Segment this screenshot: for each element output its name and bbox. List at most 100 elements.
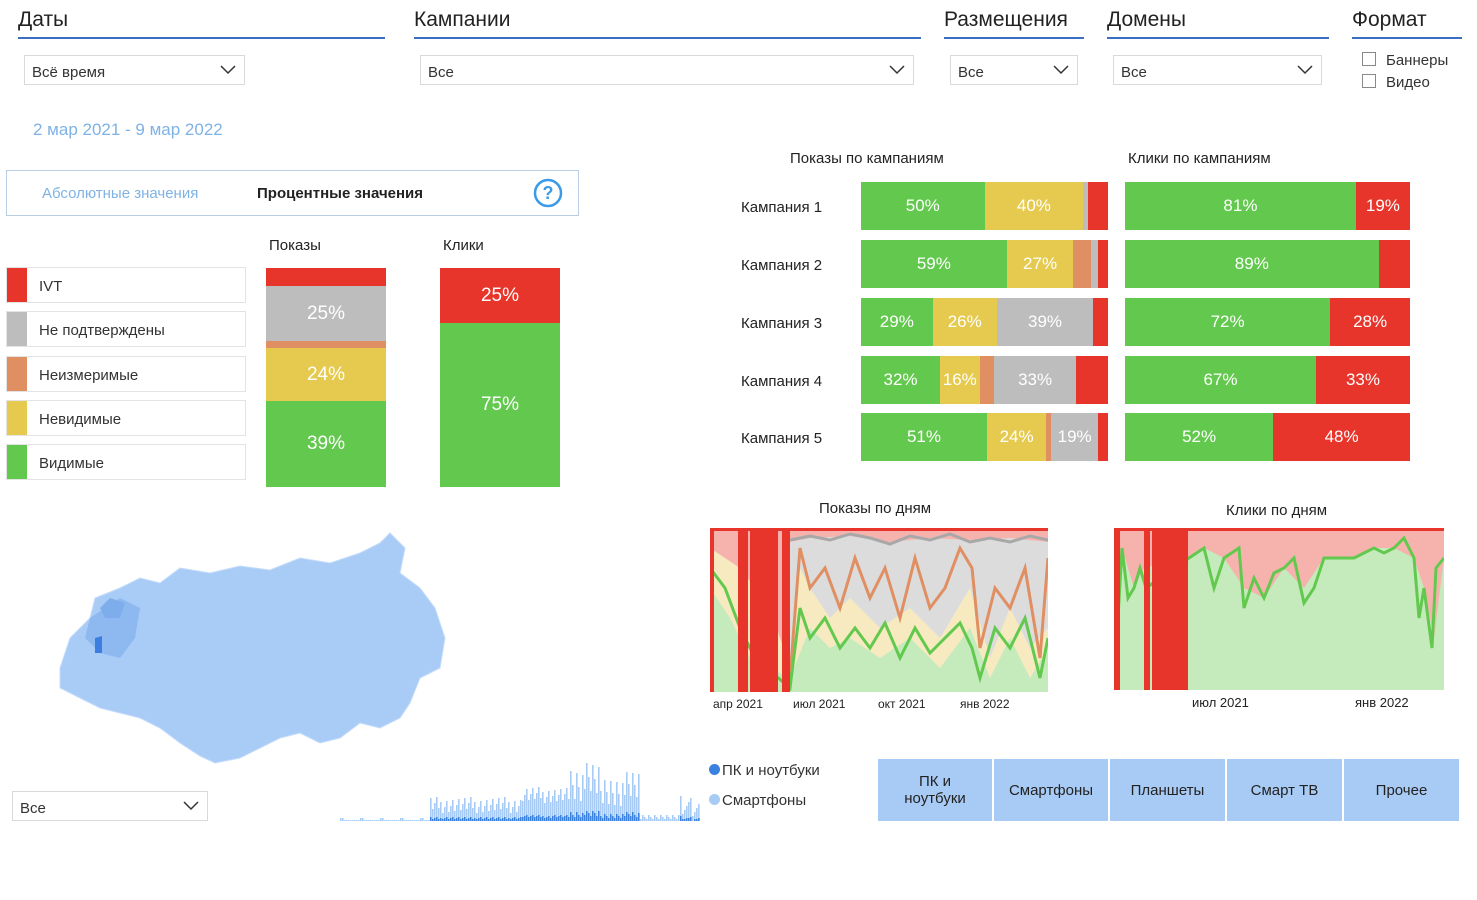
histogram-bar-pc xyxy=(546,817,548,821)
filter-divider-dates xyxy=(18,37,385,39)
device-button-tablets[interactable]: Планшеты xyxy=(1110,759,1225,821)
histogram-bar xyxy=(478,807,480,821)
device-legend-label: ПК и ноутбуки xyxy=(722,762,820,779)
histogram-bar xyxy=(566,788,568,821)
histogram-bar xyxy=(644,817,646,821)
histogram-bar xyxy=(640,819,642,821)
histogram-bar xyxy=(474,802,476,821)
histogram-bar-pc xyxy=(524,816,526,821)
histogram-bar xyxy=(626,772,628,821)
checkbox[interactable] xyxy=(1362,52,1376,66)
histogram-bar xyxy=(406,820,408,821)
campaign-label: Кампания 4 xyxy=(741,373,823,390)
histogram-bar xyxy=(412,820,414,821)
histogram-bar xyxy=(682,814,684,821)
histogram-bar xyxy=(438,808,440,821)
histogram-bar xyxy=(554,790,556,821)
ivt-block-3 xyxy=(1152,528,1188,690)
device-button-pc[interactable]: ПК и ноутбуки xyxy=(878,759,992,821)
histogram-bar xyxy=(498,798,500,821)
format-option-banners[interactable]: Баннеры xyxy=(1362,52,1448,69)
format-option-label: Баннеры xyxy=(1386,52,1449,69)
bar-segment-unmeasurable xyxy=(979,356,995,404)
histogram-bar xyxy=(370,820,372,821)
histogram-bar xyxy=(676,819,678,821)
histogram-bar xyxy=(430,798,432,821)
legend-item-unmeasurable[interactable]: Неизмеримые xyxy=(6,356,246,392)
tab-percent-values[interactable]: Процентные значения xyxy=(257,185,424,202)
placements-select[interactable]: Все xyxy=(950,55,1078,85)
legend-item-invisible[interactable]: Невидимые xyxy=(6,400,246,436)
histogram-bar-pc xyxy=(590,816,592,821)
histogram-bar xyxy=(578,787,580,821)
histogram-bar xyxy=(402,818,404,821)
histogram-bar-pc xyxy=(466,819,468,821)
device-button-smartphones[interactable]: Смартфоны xyxy=(994,759,1108,821)
histogram-bar xyxy=(506,808,508,821)
histogram-bar-pc xyxy=(550,818,552,821)
histogram-bar xyxy=(442,813,444,821)
ivt-top-line xyxy=(710,528,1048,531)
histogram-bar xyxy=(424,820,426,821)
value-mode-toggle: Абсолютные значения Процентные значения … xyxy=(6,170,579,216)
histogram-bar-pc xyxy=(580,817,582,821)
ivt-block-1 xyxy=(710,528,714,692)
histogram-bar xyxy=(662,817,664,821)
histogram-bar xyxy=(488,811,490,821)
campaign-label: Кампания 2 xyxy=(741,257,823,274)
histogram-bar-pc xyxy=(528,817,530,821)
histogram-bar xyxy=(698,804,700,821)
histogram-bar xyxy=(524,795,526,821)
histogram-bar xyxy=(690,798,692,821)
histogram-bar xyxy=(468,803,470,821)
histogram-bar-pc xyxy=(686,818,688,821)
russia-map[interactable] xyxy=(40,528,460,768)
legend-dot-icon xyxy=(709,794,720,805)
histogram-bar xyxy=(352,820,354,821)
campaign-clicks-bar: 67% 33% xyxy=(1125,356,1410,404)
histogram-bar-pc xyxy=(636,817,638,821)
bar-segment-visible: 32% xyxy=(861,356,941,404)
help-icon[interactable]: ? xyxy=(532,177,564,209)
histogram-bar-pc xyxy=(522,817,524,821)
campaign-clicks-bar: 52% 48% xyxy=(1125,413,1410,461)
bar-segment-visible: 59% xyxy=(861,240,1007,288)
legend-label: Неизмеримые xyxy=(39,367,139,384)
histogram-bar-pc xyxy=(578,815,580,821)
histogram-bar xyxy=(688,802,690,821)
histogram-bar xyxy=(666,815,668,821)
histogram-bar xyxy=(560,789,562,821)
domains-select[interactable]: Все xyxy=(1113,55,1322,85)
tab-absolute-values[interactable]: Абсолютные значения xyxy=(42,185,199,202)
histogram-bar xyxy=(542,792,544,821)
histogram-bar-pc xyxy=(474,818,476,821)
histogram-bar-pc xyxy=(510,819,512,821)
region-select[interactable]: Все xyxy=(12,791,208,821)
histogram-bar xyxy=(588,777,590,821)
totals-impressions-stack: 25% 24% 39% xyxy=(266,268,386,487)
histogram-bar xyxy=(360,818,362,821)
histogram-bar-pc xyxy=(564,816,566,821)
filter-divider-campaigns xyxy=(414,37,921,39)
totals-clicks-title: Клики xyxy=(443,237,484,254)
svg-text:?: ? xyxy=(543,183,554,203)
bar-segment-invisible: 27% xyxy=(1006,240,1074,288)
histogram-bar-pc xyxy=(500,819,502,821)
device-button-other[interactable]: Прочее xyxy=(1344,759,1459,821)
campaigns-select[interactable]: Все xyxy=(420,55,914,85)
format-option-video[interactable]: Видео xyxy=(1362,74,1430,91)
histogram-bar xyxy=(572,785,574,821)
histogram-bar-pc xyxy=(486,817,488,821)
histogram-bar xyxy=(668,817,670,821)
line-unconfirmed xyxy=(789,532,1048,546)
dates-select[interactable]: Всё время xyxy=(24,55,245,85)
legend-item-ivt[interactable]: IVT xyxy=(6,267,246,303)
checkbox[interactable] xyxy=(1362,74,1376,88)
stack-segment-visible: 39% xyxy=(266,401,386,487)
area-visible xyxy=(1114,548,1444,690)
bar-segment-visible: 52% xyxy=(1125,413,1274,461)
device-button-smart-tv[interactable]: Смарт ТВ xyxy=(1227,759,1342,821)
legend-item-unconfirmed[interactable]: Не подтверждены xyxy=(6,311,246,347)
histogram-bar xyxy=(562,800,564,821)
legend-item-visible[interactable]: Видимые xyxy=(6,444,246,480)
